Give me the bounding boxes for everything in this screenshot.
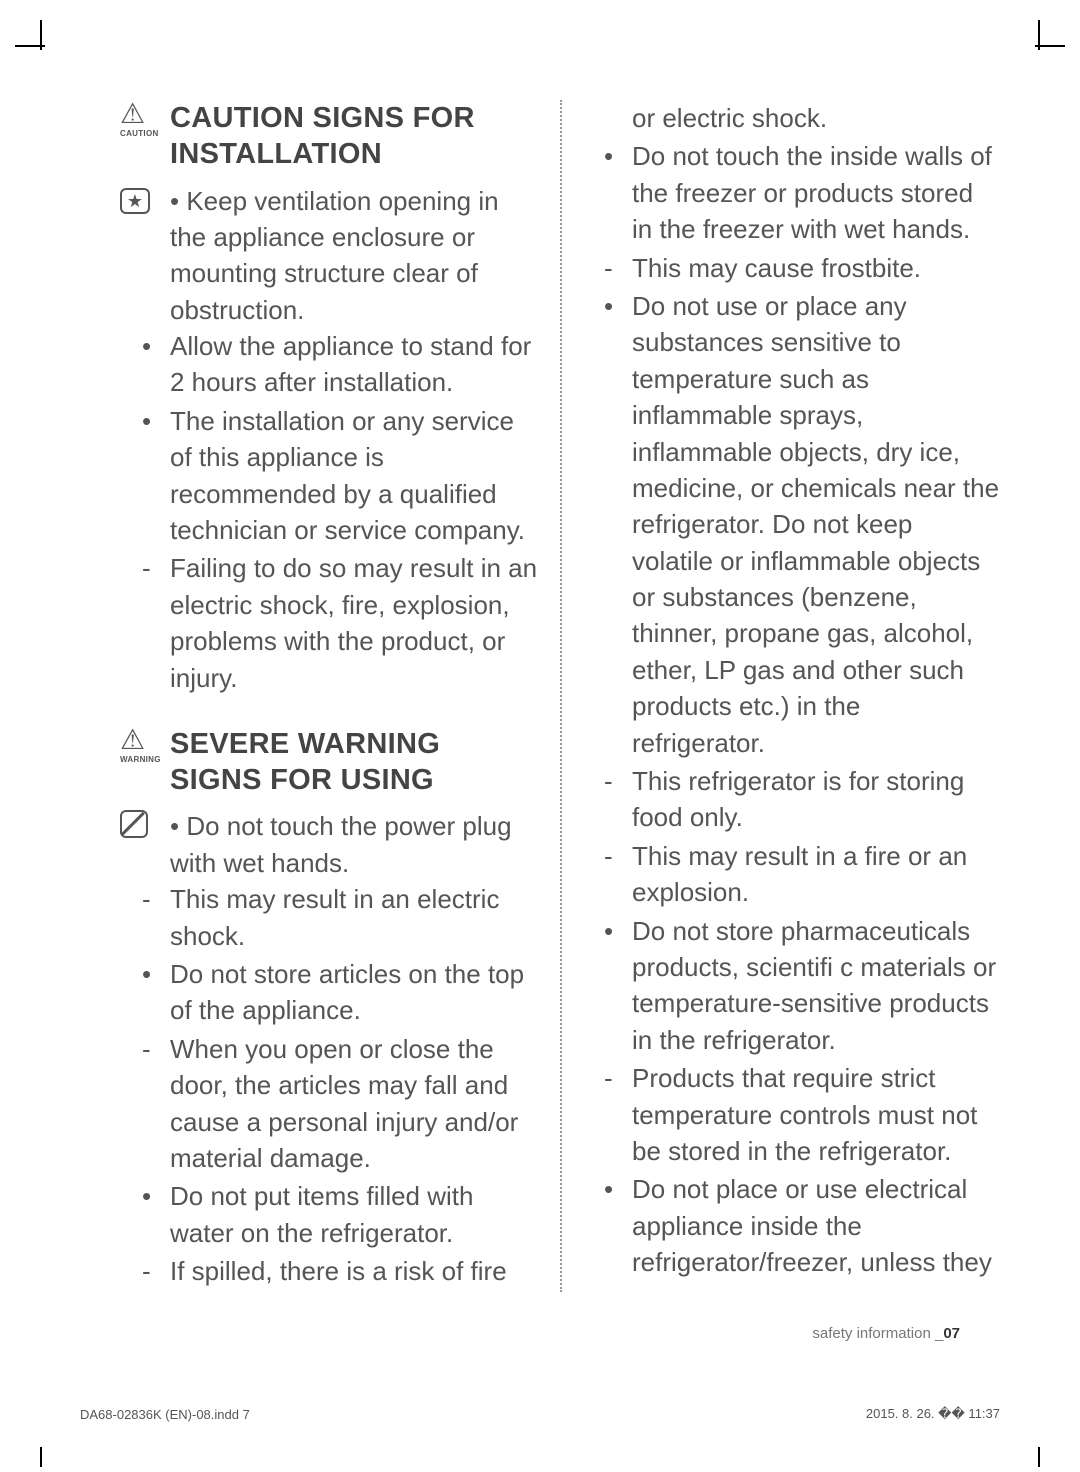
body-text: Do not touch the power plug with wet han… (170, 808, 540, 881)
body-text: Do not store pharmaceuticals products, s… (632, 913, 1000, 1059)
caution-list: Allow the appliance to stand for 2 hours… (120, 328, 540, 696)
body-text: Failing to do so may result in an electr… (170, 550, 540, 696)
prohibit-icon (120, 808, 170, 842)
body-text: Do not store articles on the top of the … (170, 956, 540, 1029)
body-text: Allow the appliance to stand for 2 hours… (170, 328, 540, 401)
warning-header: ⚠ WARNING SEVERE WARNING SIGNS FOR USING (120, 726, 540, 799)
warning-list: This may result in an electric shock.Do … (120, 881, 540, 1289)
page-number: 07 (943, 1325, 960, 1342)
right-column: or electric shock. Do not touch the insi… (560, 100, 1000, 1292)
footer-label: safety information _ (812, 1325, 943, 1342)
caution-title: CAUTION SIGNS FOR INSTALLATION (170, 100, 540, 173)
page-content: ⚠ CAUTION CAUTION SIGNS FOR INSTALLATION… (0, 0, 1080, 1352)
warning-icon: ⚠ WARNING (120, 726, 170, 765)
print-info-left: DA68-02836K (EN)-08.indd 7 (80, 1407, 250, 1422)
caution-first-item: ★ Keep ventilation opening in the applia… (120, 183, 540, 329)
body-text: When you open or close the door, the art… (170, 1031, 540, 1177)
page-footer: safety information _07 (812, 1325, 960, 1342)
caution-icon: ⚠ CAUTION (120, 100, 170, 139)
body-text: If spilled, there is a risk of fire (170, 1253, 540, 1289)
star-icon: ★ (120, 183, 170, 214)
warning-first-item: Do not touch the power plug with wet han… (120, 808, 540, 881)
print-info-right: 2015. 8. 26. �� 11:37 (866, 1406, 1000, 1422)
right-list: or electric shock. (582, 100, 1000, 136)
body-text: Do not place or use electrical appliance… (632, 1171, 1000, 1280)
caution-header: ⚠ CAUTION CAUTION SIGNS FOR INSTALLATION (120, 100, 540, 173)
body-text: This may result in an electric shock. (170, 881, 540, 954)
body-text: Do not put items filled with water on th… (170, 1178, 540, 1251)
body-text: This may cause frostbite. (632, 250, 1000, 286)
body-text: Products that require strict temperature… (632, 1060, 1000, 1169)
warning-title: SEVERE WARNING SIGNS FOR USING (170, 726, 540, 799)
body-text: Do not use or place any substances sensi… (632, 288, 1000, 761)
right-list-items: Do not touch the inside walls of the fre… (582, 138, 1000, 1280)
body-text: This refrigerator is for storing food on… (632, 763, 1000, 836)
body-text: Do not touch the inside walls of the fre… (632, 138, 1000, 247)
body-text: Keep ventilation opening in the applianc… (170, 183, 540, 329)
body-text: This may result in a fire or an explosio… (632, 838, 1000, 911)
left-column: ⚠ CAUTION CAUTION SIGNS FOR INSTALLATION… (120, 100, 560, 1292)
body-text: The installation or any service of this … (170, 403, 540, 549)
body-text: or electric shock. (632, 100, 1000, 136)
